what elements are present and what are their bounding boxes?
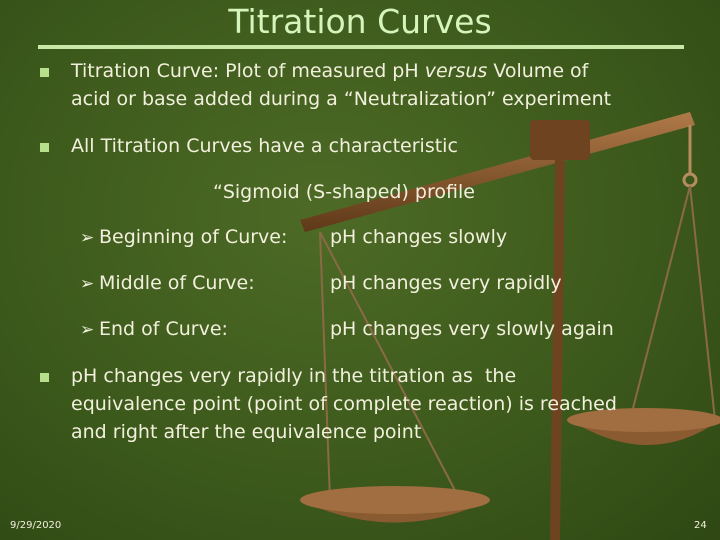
sub-item-description: pH changes slowly xyxy=(330,226,508,248)
slide-title: Titration Curves xyxy=(228,2,492,41)
pivot xyxy=(530,120,590,160)
arrow-marker: ➢ xyxy=(80,274,95,294)
bullet-line: equivalence point (point of complete rea… xyxy=(71,393,617,415)
slide-number: 24 xyxy=(694,520,707,531)
bullet-line: All Titration Curves have a characterist… xyxy=(71,135,458,157)
pan-right-rim xyxy=(567,408,720,432)
hook xyxy=(682,172,698,188)
text: Volume of xyxy=(487,60,589,82)
bullet-marker xyxy=(40,67,49,80)
arrow-marker: ➢ xyxy=(80,228,95,248)
text: Titration Curve: Plot of measured pH xyxy=(71,60,425,82)
bullet-line: Titration Curve: Plot of measured pH ver… xyxy=(71,60,588,82)
sub-item-description: pH changes very slowly again xyxy=(330,318,614,340)
bullet-marker xyxy=(40,142,49,155)
sub-item-label: Middle of Curve: xyxy=(99,272,255,294)
sub-item-label: Beginning of Curve: xyxy=(99,226,288,248)
title-rule xyxy=(38,45,684,49)
pan-left-rim xyxy=(300,486,490,514)
string xyxy=(689,185,716,421)
sub-item-description: pH changes very rapidly xyxy=(330,272,562,294)
slide-date: 9/29/2020 xyxy=(10,520,62,531)
bullet-line: pH changes very rapidly in the titration… xyxy=(71,365,517,387)
arrow-marker: ➢ xyxy=(80,320,95,340)
beam xyxy=(300,112,695,232)
bullet-line: acid or base added during a “Neutralizat… xyxy=(71,88,612,110)
bullet-continuation: “Sigmoid (S-shaped) profile xyxy=(213,181,475,203)
string xyxy=(319,231,331,501)
bullet-marker xyxy=(40,372,49,385)
string xyxy=(319,231,461,501)
emphasis: versus xyxy=(424,60,488,82)
string xyxy=(629,185,691,421)
post xyxy=(550,159,565,540)
bullet-line: and right after the equivalence point xyxy=(71,421,422,443)
sub-item-label: End of Curve: xyxy=(99,318,228,340)
